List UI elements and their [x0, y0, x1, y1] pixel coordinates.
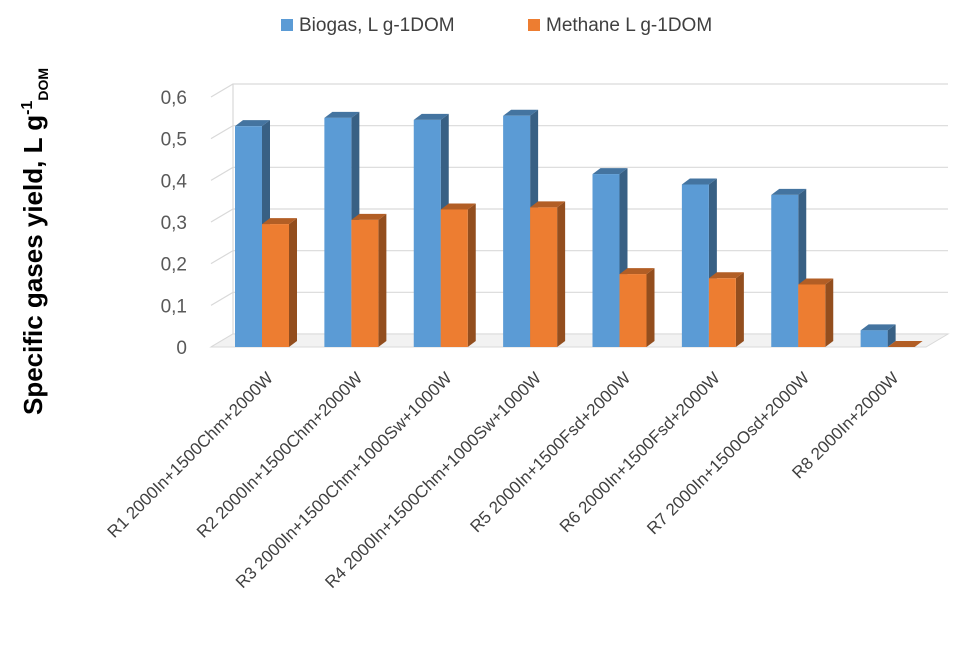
bar-front: [619, 274, 647, 347]
bar-top: [592, 168, 628, 175]
gridlines: [210, 83, 948, 348]
y-tick-label: 0,1: [161, 296, 187, 317]
bar-side: [825, 278, 834, 347]
y-tick-labels: 0 0,1 0,2 0,3 0,4 0,5 0,6: [161, 88, 188, 359]
bar-front: [798, 284, 826, 347]
bar-side: [887, 324, 896, 347]
bar: [351, 213, 387, 347]
bar-front: [351, 219, 379, 347]
bar: [592, 168, 628, 347]
bar: [798, 278, 834, 347]
bar-front: [503, 115, 531, 347]
bar-top: [798, 278, 834, 285]
x-tick-label: R7 2000In+1500Osd+2000W: [643, 368, 813, 538]
bar-front: [413, 119, 441, 348]
legend-swatch: [281, 19, 293, 31]
bar-front: [324, 117, 352, 347]
bar-top: [530, 201, 566, 208]
gridline: [210, 125, 948, 140]
bar-front: [860, 330, 888, 347]
bar-side: [378, 213, 387, 347]
y-axis-label-sup: -1: [19, 101, 36, 115]
gridline: [210, 208, 948, 223]
x-tick-label: R1 2000In+1500Chm+2000W: [104, 368, 277, 541]
bar-top: [503, 109, 539, 116]
legend: Biogas, L g-1DOM Methane L g-1DOM: [281, 15, 712, 36]
bar: [887, 341, 923, 347]
bar-front: [440, 209, 468, 347]
gridline: [210, 166, 948, 181]
bar: [530, 201, 566, 347]
bar-front: [262, 224, 289, 347]
bar-top: [262, 218, 297, 225]
bar-top: [619, 268, 655, 275]
bar-top: [681, 178, 717, 185]
bar-top: [413, 113, 449, 120]
y-tick-label: 0,4: [161, 171, 188, 192]
bar-front: [530, 207, 558, 347]
bar: [860, 324, 896, 347]
bar-top: [860, 324, 896, 331]
y-tick-label: 0,6: [161, 88, 187, 109]
x-tick-label: R6 2000In+1500Fsd+2000W: [556, 368, 724, 536]
bar-top: [708, 272, 744, 279]
bar-top: [324, 111, 360, 118]
legend-label: Biogas, L g-1DOM: [299, 15, 455, 36]
bar-top: [440, 203, 476, 210]
bar-front: [708, 278, 736, 347]
bars: [235, 109, 923, 348]
legend-swatch: [528, 19, 540, 31]
y-tick-label: 0,2: [161, 255, 187, 276]
bar-side: [557, 201, 566, 347]
bar-front: [681, 184, 709, 347]
legend-item: Biogas, L g-1DOM: [281, 15, 455, 36]
bar: [708, 272, 744, 347]
y-axis-label: Specific gases yield, L g-1DOM: [18, 68, 51, 415]
bar: [440, 203, 476, 347]
bar: [262, 218, 297, 347]
bar-side: [735, 272, 744, 347]
floor-plane: [209, 333, 950, 348]
y-axis-label-sub: DOM: [35, 68, 51, 101]
y-tick-label: 0,5: [161, 130, 187, 151]
legend-item: Methane L g-1DOM: [528, 15, 712, 36]
bar: [681, 178, 717, 347]
bar-side: [646, 268, 655, 347]
bar-top: [351, 213, 387, 220]
bar-top: [235, 120, 270, 127]
gridline: [210, 291, 948, 306]
y-tick-label: 0,3: [161, 213, 187, 234]
bar-top: [887, 341, 923, 347]
bar-front: [592, 174, 620, 347]
x-tick-label: R5 2000In+1500Fsd+2000W: [467, 368, 635, 536]
bar-side: [289, 218, 297, 347]
x-tick-label: R2 2000In+1500Chm+2000W: [193, 368, 366, 541]
bar-front: [235, 126, 262, 348]
gridline: [210, 83, 948, 98]
bar-front: [771, 194, 799, 347]
bar: [619, 268, 655, 347]
y-axis-label-main: Specific gases yield, L g: [18, 115, 48, 415]
gridline: [210, 250, 948, 265]
bar-side: [467, 203, 476, 347]
bar-top: [771, 188, 807, 195]
y-tick-label: 0: [176, 338, 187, 359]
legend-label: Methane L g-1DOM: [546, 15, 712, 36]
chart-floor: [209, 84, 950, 348]
